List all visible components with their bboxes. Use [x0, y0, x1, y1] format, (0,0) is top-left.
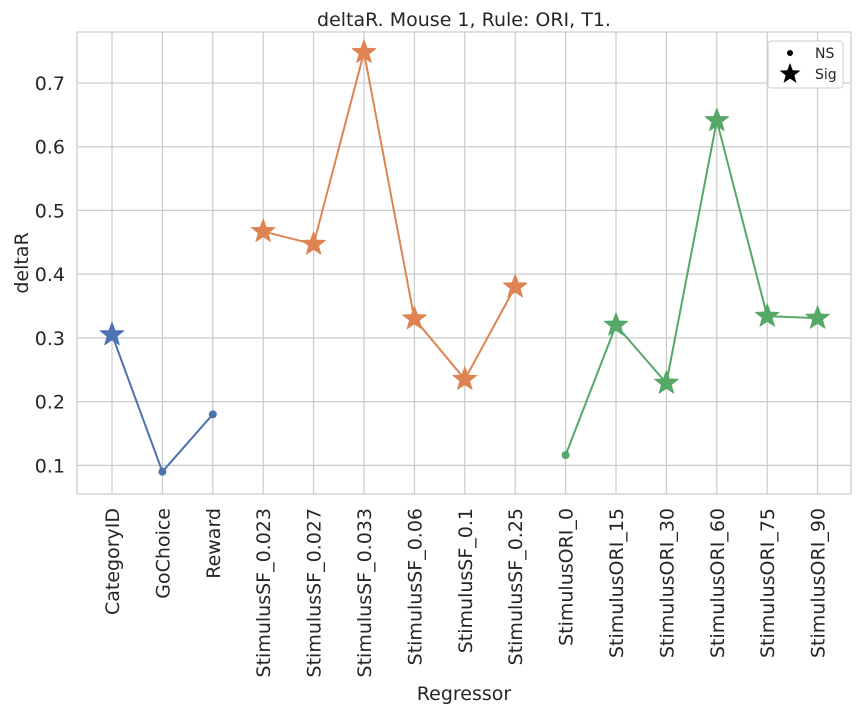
- series-layer: [99, 39, 830, 476]
- grid: [77, 32, 851, 494]
- y-tick-label: 0.7: [35, 73, 65, 95]
- y-tick-label: 0.1: [35, 455, 65, 477]
- x-axis-label: Regressor: [417, 683, 512, 705]
- y-tick-label: 0.6: [35, 137, 65, 159]
- x-tick-label: StimulusSF_0.023: [253, 508, 275, 677]
- data-point-ns: [208, 410, 217, 419]
- x-tick-label: StimulusSF_0.033: [354, 508, 376, 677]
- series-1: [99, 321, 217, 476]
- data-point-sig: [99, 321, 125, 346]
- x-tick-label: GoChoice: [152, 508, 174, 599]
- series-line: [262, 52, 517, 382]
- data-point-sig: [704, 107, 730, 132]
- x-tick-label: StimulusSF_0.06: [404, 508, 426, 665]
- y-tick-label: 0.4: [35, 264, 65, 286]
- plot-frame: [76, 31, 852, 495]
- x-tick-label: StimulusSF_0.1: [455, 508, 477, 653]
- legend-star-marker: [779, 63, 801, 83]
- y-axis-ticks: 0.1 0.2 0.3 0.4 0.5 0.6 0.7: [35, 73, 65, 477]
- series-line: [564, 120, 818, 456]
- data-point-sig: [502, 273, 528, 298]
- data-point-ns: [561, 451, 570, 460]
- series-3: [561, 107, 830, 460]
- x-tick-label: StimulusSF_0.027: [304, 508, 326, 677]
- y-tick-label: 0.3: [35, 328, 65, 350]
- x-tick-label: StimulusORI_15: [606, 508, 628, 658]
- legend-dot-marker: [787, 50, 793, 56]
- y-tick-label: 0.2: [35, 392, 65, 414]
- data-point-sig: [402, 305, 427, 330]
- legend-label: Sig: [815, 67, 837, 83]
- x-tick-label: StimulusORI_60: [707, 508, 729, 658]
- x-tick-label: StimulusORI_75: [757, 508, 779, 658]
- x-tick-label: StimulusORI_0: [556, 508, 578, 646]
- legend-label: NS: [815, 46, 834, 62]
- data-point-sig: [351, 39, 377, 63]
- x-tick-label: CategoryID: [102, 508, 124, 615]
- x-tick-label: Reward: [203, 508, 225, 579]
- x-tick-label: StimulusORI_90: [808, 508, 830, 658]
- y-tick-label: 0.5: [35, 200, 65, 222]
- x-tick-label: StimulusORI_30: [656, 508, 678, 658]
- legend: NS Sig: [767, 40, 844, 89]
- data-point-ns: [158, 467, 167, 476]
- data-point-sig: [301, 231, 326, 255]
- x-axis-ticks: CategoryID GoChoice Reward StimulusSF_0.023…: [102, 508, 830, 677]
- data-point-sig: [603, 312, 629, 336]
- y-axis-label: deltaR: [11, 232, 33, 293]
- data-point-sig: [654, 370, 679, 394]
- x-tick-label: StimulusSF_0.25: [505, 508, 527, 665]
- chart-title: deltaR. Mouse 1, Rule: ORI, T1.: [317, 9, 611, 31]
- data-point-sig: [250, 218, 276, 242]
- data-point-sig: [452, 366, 478, 390]
- data-point-sig: [754, 303, 780, 327]
- data-point-sig: [805, 305, 830, 329]
- series-2: [250, 39, 528, 390]
